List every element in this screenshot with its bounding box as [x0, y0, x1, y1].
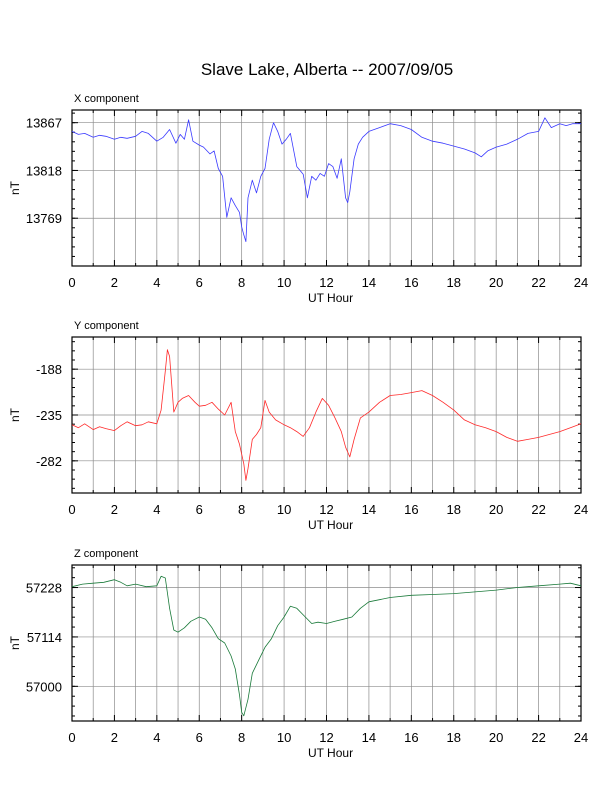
x-tick-label: 12 [319, 730, 333, 745]
x-axis-label: UT Hour [308, 291, 353, 305]
y-tick-label: 13818 [26, 163, 62, 178]
x-tick-label: 16 [404, 275, 418, 290]
panel-title: X component [74, 93, 139, 105]
data-series-y [71, 349, 582, 481]
x-axis-label: UT Hour [308, 746, 353, 760]
y-axis-label: nT [8, 407, 22, 422]
x-tick-label: 14 [362, 275, 376, 290]
x-tick-label: 6 [196, 275, 203, 290]
x-axis-label: UT Hour [308, 518, 353, 532]
y-tick-label: -282 [36, 454, 62, 469]
y-tick-label: 57114 [27, 630, 62, 645]
x-tick-label: 12 [319, 502, 333, 517]
x-tick-label: 4 [153, 502, 160, 517]
x-tick-label: 22 [531, 502, 545, 517]
data-series-z [71, 575, 582, 717]
y-tick-label: 13769 [26, 211, 62, 226]
x-tick-label: 6 [196, 502, 203, 517]
x-tick-label: 22 [531, 730, 545, 745]
y-tick-label: -188 [36, 362, 62, 377]
x-tick-label: 18 [447, 730, 461, 745]
x-tick-label: 14 [362, 730, 376, 745]
y-tick-label: 57000 [26, 679, 62, 694]
y-axis-label: nT [8, 635, 22, 650]
x-tick-label: 4 [153, 730, 160, 745]
x-tick-label: 24 [574, 730, 588, 745]
data-series-x [71, 117, 581, 243]
x-tick-label: 10 [277, 730, 291, 745]
x-tick-label: 24 [574, 502, 588, 517]
x-tick-label: 20 [489, 730, 503, 745]
x-tick-label: 2 [111, 275, 118, 290]
x-tick-label: 14 [362, 502, 376, 517]
x-tick-label: 10 [277, 275, 291, 290]
plot-frame [71, 336, 582, 494]
y-tick-label: 13867 [26, 116, 62, 131]
plot-frame [71, 109, 582, 267]
x-tick-label: 10 [277, 502, 291, 517]
x-tick-label: 0 [68, 730, 75, 745]
x-tick-label: 6 [196, 730, 203, 745]
panel-title: Y component [74, 320, 139, 332]
x-tick-label: 12 [319, 275, 333, 290]
x-tick-label: 20 [489, 275, 503, 290]
y-tick-label: 57228 [26, 581, 62, 596]
x-tick-label: 16 [404, 730, 418, 745]
x-tick-label: 18 [447, 275, 461, 290]
x-tick-label: 20 [489, 502, 503, 517]
x-tick-label: 24 [574, 275, 588, 290]
x-tick-label: 8 [238, 502, 245, 517]
x-tick-label: 0 [68, 502, 75, 517]
x-tick-label: 2 [111, 502, 118, 517]
x-tick-label: 16 [404, 502, 418, 517]
chart-title: Slave Lake, Alberta -- 2007/09/05 [201, 60, 453, 79]
x-tick-label: 4 [153, 275, 160, 290]
y-tick-label: -235 [36, 408, 62, 423]
plot-frame [71, 564, 582, 722]
x-tick-label: 0 [68, 275, 75, 290]
x-tick-label: 8 [238, 275, 245, 290]
panel-title: Z component [74, 548, 138, 560]
x-tick-label: 2 [111, 730, 118, 745]
x-tick-label: 18 [447, 502, 461, 517]
x-tick-label: 22 [531, 275, 545, 290]
y-axis-label: nT [8, 180, 22, 195]
x-tick-label: 8 [238, 730, 245, 745]
